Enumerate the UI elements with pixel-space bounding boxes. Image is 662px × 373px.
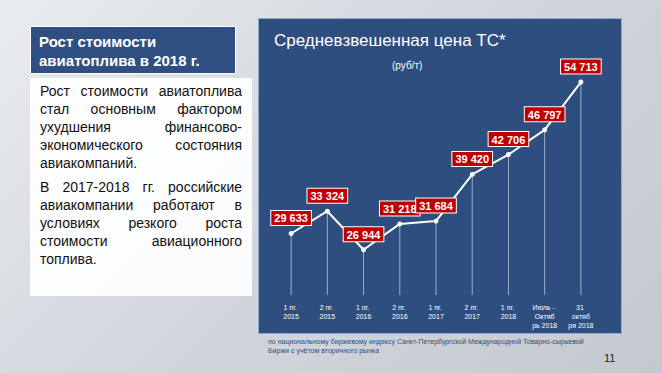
svg-text:54 713: 54 713 <box>564 61 598 73</box>
html-text:по национальному биржевому инд: по национальному биржевому индексу Санкт… <box>268 338 584 354</box>
html-text:Рост стоимости авиатоплива ста: Рост стоимости авиатоплива стал основным… <box>40 83 242 171</box>
svg-text:Средневзвешенная цена ТС*: Средневзвешенная цена ТС* <box>274 31 506 50</box>
svg-text:42 706: 42 706 <box>492 134 526 146</box>
svg-text:2018: 2018 <box>501 313 517 320</box>
svg-text:рь 2018: рь 2018 <box>532 322 557 330</box>
svg-text:2 пг.: 2 пг. <box>465 304 480 311</box>
svg-text:2 пг.: 2 пг. <box>392 304 407 311</box>
svg-text:31 684: 31 684 <box>419 200 454 212</box>
svg-text:октяб: октяб <box>572 313 590 320</box>
html-text:Рост стоимости авиатоплива в 2: Рост стоимости авиатоплива в 2018 г. <box>39 33 200 69</box>
svg-text:39 420: 39 420 <box>455 153 489 165</box>
svg-text:33 324: 33 324 <box>311 190 346 202</box>
svg-text:1 пг.: 1 пг. <box>428 304 443 311</box>
svg-text:(руб/т): (руб/т) <box>392 60 422 71</box>
svg-text:2017: 2017 <box>464 313 480 320</box>
svg-text:1 пг.: 1 пг. <box>501 304 516 311</box>
svg-text:2016: 2016 <box>356 313 372 320</box>
html-text:В 2017-2018 гг. российские ави: В 2017-2018 гг. российские авиакомпании … <box>40 179 242 267</box>
svg-text:31 218: 31 218 <box>383 203 417 215</box>
html-text:11: 11 <box>604 352 616 364</box>
svg-text:46 797: 46 797 <box>528 109 562 121</box>
svg-text:2017: 2017 <box>428 313 444 320</box>
svg-text:1 пг.: 1 пг. <box>284 304 299 311</box>
svg-text:2015: 2015 <box>320 313 336 320</box>
svg-text:Июль -: Июль - <box>533 304 557 311</box>
svg-text:ря 2018: ря 2018 <box>568 322 593 330</box>
svg-text:26 944: 26 944 <box>347 229 382 241</box>
svg-text:31: 31 <box>576 304 586 311</box>
svg-text:Октяб: Октяб <box>535 313 555 320</box>
svg-text:1 пг.: 1 пг. <box>356 304 371 311</box>
svg-text:2016: 2016 <box>392 313 408 320</box>
svg-text:2 пг.: 2 пг. <box>320 304 335 311</box>
svg-text:2015: 2015 <box>283 313 299 320</box>
svg-text:29 633: 29 633 <box>274 212 308 224</box>
